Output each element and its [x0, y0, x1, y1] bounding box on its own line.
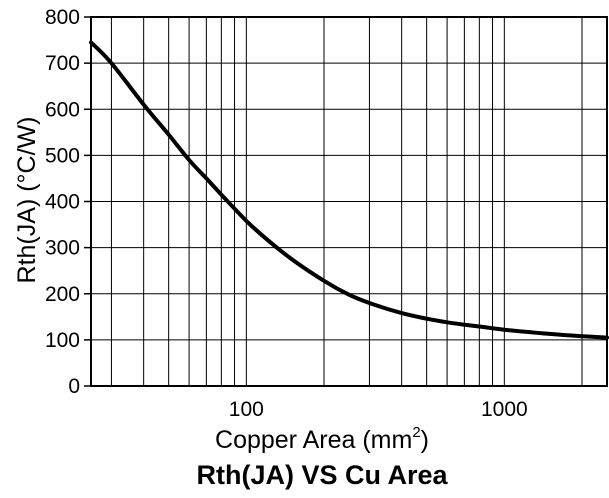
x-tick-label: 1000	[481, 398, 528, 421]
chart-title: Rth(JA) VS Cu Area	[196, 460, 448, 490]
series-line	[89, 40, 609, 340]
y-tick-label: 0	[68, 375, 80, 398]
y-tick-label: 600	[45, 98, 80, 121]
plot-frame	[90, 16, 608, 387]
y-tick-label: 100	[45, 329, 80, 352]
y-tick-label: 200	[45, 283, 80, 306]
x-axis-label-superscript: 2	[412, 424, 420, 441]
x-axis-label: Copper Area (mm2)	[215, 424, 429, 454]
y-tick-label: 400	[45, 191, 80, 214]
y-axis-label: Rth(JA) (°C/W)	[13, 117, 41, 284]
x-axis-label-suffix: )	[421, 426, 429, 454]
y-ticks: 0 100 200 300 400 500 600 700 800 100 1000	[45, 6, 528, 421]
y-tick-label: 300	[45, 237, 80, 260]
y-tick-label: 800	[45, 6, 80, 29]
y-tick-label: 700	[45, 52, 80, 75]
series-layer	[89, 40, 609, 340]
y-tick-label: 500	[45, 144, 80, 167]
x-tick-label: 100	[229, 398, 264, 421]
x-axis-label-main: Copper Area (mm	[215, 426, 412, 454]
